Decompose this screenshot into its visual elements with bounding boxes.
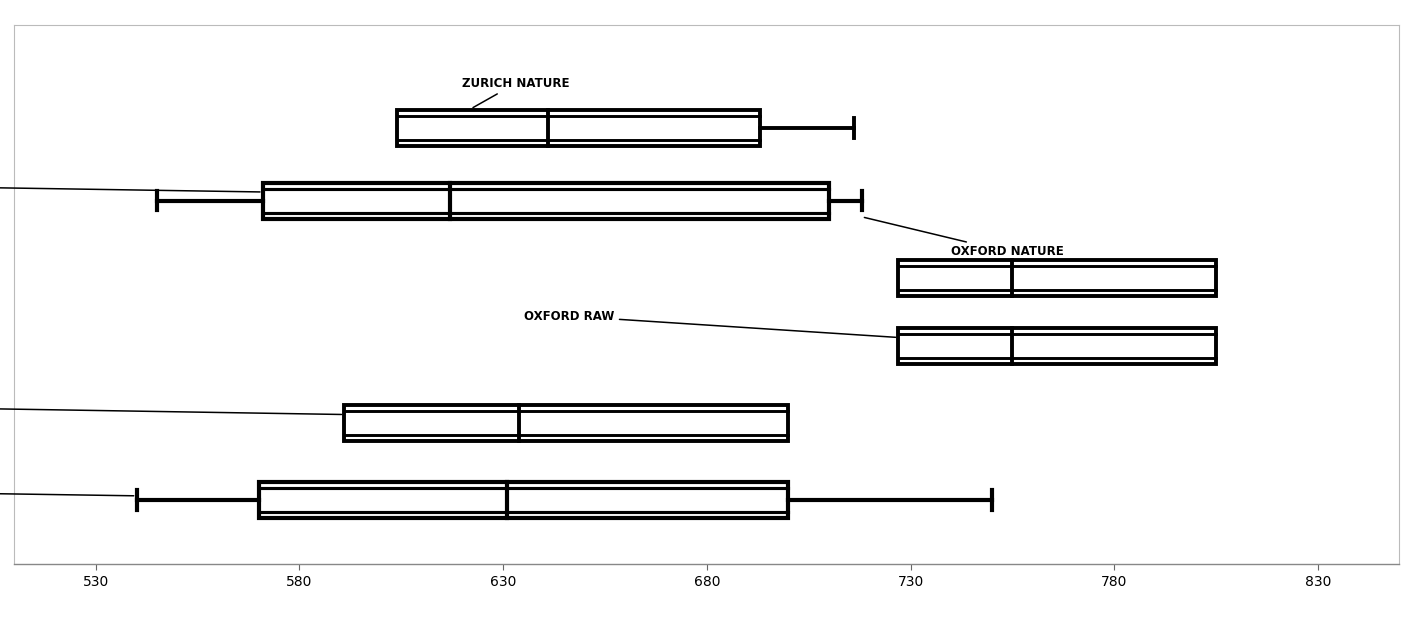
Text: OXFORD NATURE: OXFORD NATURE: [864, 218, 1064, 258]
Bar: [898, 260, 1217, 295]
Text: ZURICH RAW: ZURICH RAW: [0, 162, 260, 192]
Bar: [898, 328, 1217, 364]
Bar: [263, 182, 830, 219]
Bar: [397, 110, 760, 145]
Bar: [258, 482, 788, 518]
Bar: [344, 405, 788, 441]
Text: OXFORD RAW: OXFORD RAW: [524, 310, 895, 337]
Text: ARIZONA RAW: ARIZONA RAW: [0, 463, 134, 496]
Text: ARIZONA NATURE: ARIZONA NATURE: [0, 387, 341, 414]
Text: ZURICH NATURE: ZURICH NATURE: [463, 76, 570, 108]
